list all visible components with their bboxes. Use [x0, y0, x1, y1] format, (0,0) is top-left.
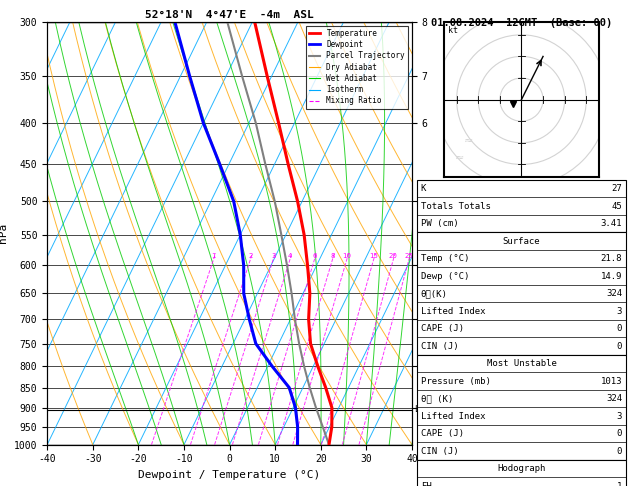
Text: Totals Totals: Totals Totals [421, 202, 491, 210]
Text: 20: 20 [389, 253, 398, 260]
Text: Surface: Surface [503, 237, 540, 245]
Text: Lifted Index: Lifted Index [421, 412, 486, 420]
Text: 0: 0 [616, 429, 622, 438]
Text: 2: 2 [248, 253, 253, 260]
Text: $\approx$: $\approx$ [452, 152, 465, 162]
Text: $\approx$: $\approx$ [461, 135, 473, 145]
Text: Hodograph: Hodograph [498, 464, 545, 473]
Text: Dewp (°C): Dewp (°C) [421, 272, 469, 280]
Text: 3.41: 3.41 [601, 219, 622, 228]
Text: 4: 4 [288, 253, 292, 260]
Text: 01.08.2024  12GMT  (Base: 00): 01.08.2024 12GMT (Base: 00) [431, 18, 612, 28]
Text: 8: 8 [330, 253, 335, 260]
Y-axis label: hPa: hPa [0, 223, 8, 243]
Text: 15: 15 [369, 253, 378, 260]
Text: 14.9: 14.9 [601, 272, 622, 280]
Text: © weatheronline.co.uk: © weatheronline.co.uk [521, 474, 626, 484]
Title: 52°18'N  4°47'E  -4m  ASL: 52°18'N 4°47'E -4m ASL [145, 10, 314, 20]
Text: Lifted Index: Lifted Index [421, 307, 486, 315]
Text: 324: 324 [606, 289, 622, 298]
Text: 0: 0 [616, 447, 622, 455]
Text: kt: kt [448, 26, 458, 35]
Text: 3: 3 [616, 412, 622, 420]
Y-axis label: km
ASL: km ASL [444, 233, 462, 255]
Text: 45: 45 [611, 202, 622, 210]
Text: 25: 25 [404, 253, 413, 260]
Text: CAPE (J): CAPE (J) [421, 324, 464, 333]
X-axis label: Dewpoint / Temperature (°C): Dewpoint / Temperature (°C) [138, 470, 321, 480]
Text: 21.8: 21.8 [601, 254, 622, 263]
Text: 3: 3 [616, 307, 622, 315]
Text: CIN (J): CIN (J) [421, 342, 459, 350]
Text: θᴇ(K): θᴇ(K) [421, 289, 448, 298]
Text: Temp (°C): Temp (°C) [421, 254, 469, 263]
Text: 1: 1 [211, 253, 216, 260]
Text: 6: 6 [312, 253, 317, 260]
Text: 0: 0 [616, 342, 622, 350]
Text: LCL: LCL [415, 405, 429, 414]
Text: CAPE (J): CAPE (J) [421, 429, 464, 438]
Text: 3: 3 [271, 253, 276, 260]
Text: EH: EH [421, 482, 431, 486]
Text: Pressure (mb): Pressure (mb) [421, 377, 491, 385]
Legend: Temperature, Dewpoint, Parcel Trajectory, Dry Adiabat, Wet Adiabat, Isotherm, Mi: Temperature, Dewpoint, Parcel Trajectory… [306, 26, 408, 108]
Text: PW (cm): PW (cm) [421, 219, 459, 228]
Text: 27: 27 [611, 184, 622, 193]
Text: 0: 0 [616, 324, 622, 333]
Text: 324: 324 [606, 394, 622, 403]
Text: θᴇ (K): θᴇ (K) [421, 394, 453, 403]
Text: CIN (J): CIN (J) [421, 447, 459, 455]
Text: Most Unstable: Most Unstable [486, 359, 557, 368]
Text: 1013: 1013 [601, 377, 622, 385]
Text: 1: 1 [616, 482, 622, 486]
Text: 10: 10 [342, 253, 351, 260]
Text: K: K [421, 184, 426, 193]
